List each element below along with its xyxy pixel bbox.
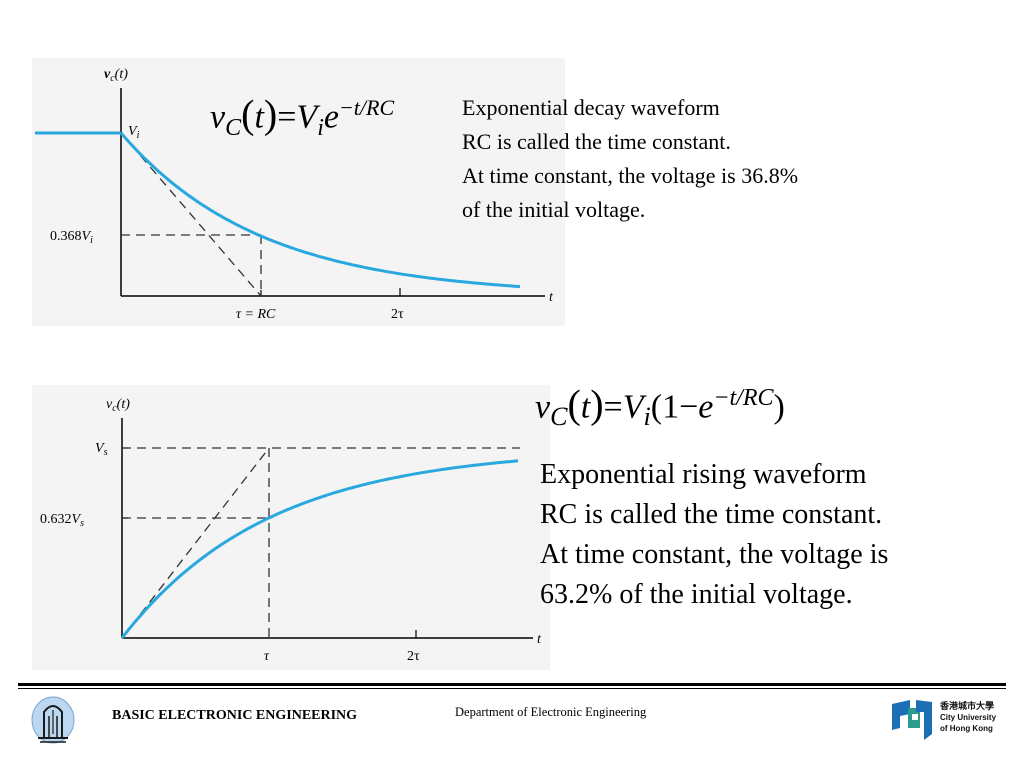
department-logo-icon	[31, 696, 75, 744]
rise-desc-line-2: RC is called the time constant.	[540, 499, 883, 530]
rise-level-label: 0.632Vs	[40, 512, 84, 529]
rise-tick-label-2tau: 2τ	[407, 649, 420, 664]
rise-vs-label: Vs	[95, 441, 108, 458]
decay-curve	[119, 132, 521, 289]
decay-level-label: 0.368Vi	[50, 229, 93, 246]
rise-desc-line-3: At time constant, the voltage is	[540, 539, 889, 570]
cityu-emblem-icon	[892, 700, 932, 740]
cityu-name-line-1: City University	[940, 713, 997, 722]
decay-tangent-line	[120, 132, 262, 297]
rise-tangent-line	[121, 447, 270, 639]
decay-y-axis-label: vc(t)	[104, 67, 128, 84]
rise-x-axis-label: t	[537, 632, 542, 647]
cityu-name-line-2: of Hong Kong	[940, 724, 993, 733]
decay-desc-line-4: of the initial voltage.	[462, 197, 646, 222]
footer-divider-thick	[18, 683, 1006, 686]
course-title: BASIC ELECTRONIC ENGINEERING	[112, 708, 358, 723]
rise-y-axis-label: vc(t)	[106, 397, 130, 414]
decay-equation: vC(t)=Vie−t/RC	[210, 91, 395, 142]
rise-desc-line-4: 63.2% of the initial voltage.	[540, 579, 853, 610]
rise-graph-panel	[32, 385, 550, 670]
rise-curve	[120, 459, 519, 639]
decay-desc-line-2: RC is called the time constant.	[462, 129, 731, 154]
decay-desc-line-3: At time constant, the voltage is 36.8%	[462, 163, 799, 188]
cityu-chinese-name: 香港城市大學	[940, 701, 995, 711]
decay-x-axis-label: t	[549, 290, 554, 305]
decay-tick-label-2tau: 2τ	[391, 307, 404, 322]
department-name: Department of Electronic Engineering	[455, 705, 647, 719]
decay-description: Exponential decay waveform RC is called …	[462, 91, 798, 227]
rise-tick-label-tau: τ	[264, 649, 270, 664]
rise-desc-line-1: Exponential rising waveform	[540, 459, 867, 490]
footer-divider-thin	[18, 688, 1006, 689]
rise-equation: vC(t)=Vi(1−e−t/RC)	[535, 381, 785, 432]
rise-description: Exponential rising waveform RC is called…	[540, 455, 888, 615]
decay-tick-label-tau: τ = RC	[236, 307, 276, 322]
decay-vi-label: Vi	[128, 124, 140, 141]
decay-desc-line-1: Exponential decay waveform	[462, 95, 720, 120]
cityu-logo: 香港城市大學 City University of Hong Kong	[888, 694, 1008, 744]
